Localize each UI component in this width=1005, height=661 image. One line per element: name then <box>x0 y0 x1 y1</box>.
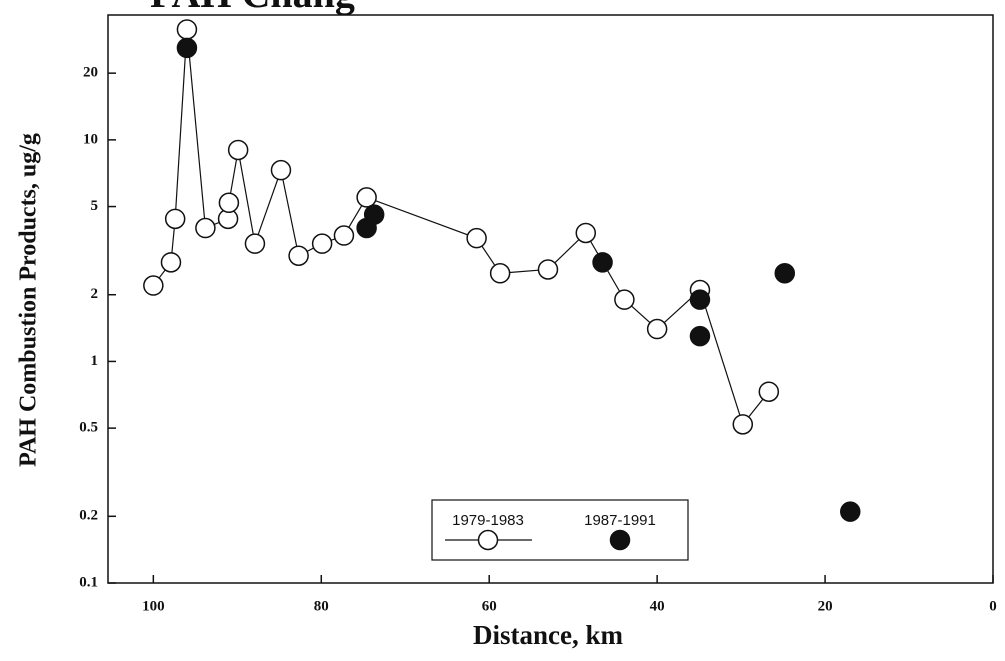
x-tick-label: 20 <box>818 598 833 614</box>
y-tick-label: 5 <box>91 198 99 214</box>
legend-label: 1979-1983 <box>452 512 524 529</box>
x-tick-label: 80 <box>314 598 329 614</box>
legend-box <box>431 499 689 561</box>
point <box>646 318 668 340</box>
point <box>466 227 487 249</box>
point <box>489 263 511 284</box>
point <box>176 19 198 40</box>
x-axis-label: Distance, km <box>473 620 623 650</box>
point <box>164 208 186 230</box>
x-tick-label: 40 <box>650 598 665 614</box>
y-tick-label: 2 <box>91 286 99 302</box>
y-tick-label: 1 <box>91 353 99 369</box>
point <box>689 289 711 310</box>
y-tick-label: 0.1 <box>79 574 98 590</box>
point <box>227 139 249 161</box>
point <box>840 501 861 522</box>
legend-marker <box>477 529 499 551</box>
point <box>270 159 292 181</box>
x-tick-label: 100 <box>142 598 165 614</box>
y-tick-label: 0.5 <box>79 420 98 436</box>
point <box>311 233 333 254</box>
point <box>689 325 711 347</box>
plot-frame <box>107 14 994 584</box>
point <box>356 187 377 208</box>
point <box>537 259 559 280</box>
point <box>774 263 796 284</box>
point <box>363 204 385 225</box>
point <box>143 275 164 296</box>
x-tick-label: 60 <box>482 598 497 614</box>
legend-marker <box>609 529 631 551</box>
point <box>758 381 780 402</box>
point <box>575 222 597 244</box>
point <box>333 225 355 246</box>
point <box>732 414 754 435</box>
point <box>244 233 266 254</box>
point <box>288 245 309 266</box>
point <box>176 37 198 59</box>
y-tick-label: 0.2 <box>79 508 98 524</box>
x-tick-label: 0 <box>989 598 997 614</box>
point <box>218 192 240 214</box>
y-tick-label: 10 <box>83 131 98 147</box>
point <box>592 252 613 273</box>
point <box>160 252 182 273</box>
y-axis-label: PAH Combustion Products, ug/g <box>16 133 42 467</box>
point <box>195 217 216 239</box>
chart-title: PAH Chang <box>150 0 355 16</box>
point <box>614 289 635 310</box>
series-line <box>152 29 770 426</box>
y-tick-label: 20 <box>83 65 98 81</box>
legend-label: 1987-1991 <box>584 512 656 529</box>
